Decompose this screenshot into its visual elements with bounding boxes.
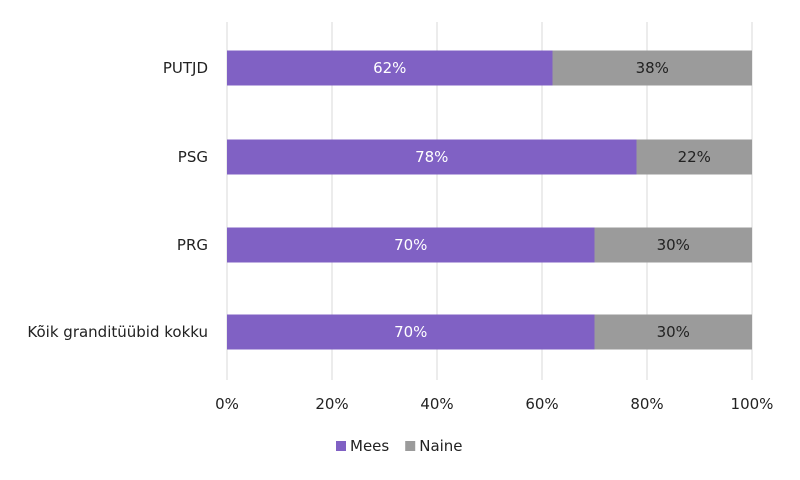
- category-labels: PUTJD PSG PRG Kõik granditüübid kokku: [27, 59, 208, 341]
- category-label: PRG: [177, 236, 208, 254]
- legend-label: Naine: [419, 437, 462, 455]
- data-label: 70%: [394, 236, 427, 254]
- bars: 62% 38% 78% 22% 70% 30% 70% 30%: [227, 50, 752, 350]
- x-tick-label: 100%: [731, 395, 774, 413]
- category-label: Kõik granditüübid kokku: [27, 323, 208, 341]
- data-label: 30%: [657, 323, 690, 341]
- legend: Mees Naine: [336, 437, 463, 455]
- x-tick-label: 40%: [420, 395, 453, 413]
- bar-segment-naine: [636, 139, 752, 175]
- data-label: 78%: [415, 148, 448, 166]
- category-label: PUTJD: [163, 59, 208, 77]
- legend-swatch-naine: [405, 441, 416, 451]
- bar-segment-naine: [552, 50, 752, 86]
- bar-segment-naine: [594, 227, 752, 263]
- bar-segment-mees: [227, 314, 595, 350]
- category-label: PSG: [178, 148, 208, 166]
- x-tick-label: 60%: [525, 395, 558, 413]
- data-label: 30%: [657, 236, 690, 254]
- x-axis-tick-labels: 0% 20% 40% 60% 80% 100%: [215, 395, 773, 413]
- legend-swatch-mees: [336, 441, 346, 451]
- data-label: 38%: [636, 59, 669, 77]
- data-label: 70%: [394, 323, 427, 341]
- bar-segment-naine: [594, 314, 752, 350]
- x-tick-label: 0%: [215, 395, 239, 413]
- x-tick-label: 80%: [630, 395, 663, 413]
- legend-label: Mees: [350, 437, 389, 455]
- bar-segment-mees: [227, 139, 637, 175]
- data-label: 62%: [373, 59, 406, 77]
- bar-segment-mees: [227, 50, 553, 86]
- bar-segment-mees: [227, 227, 595, 263]
- data-label: 22%: [678, 148, 711, 166]
- x-tick-label: 20%: [315, 395, 348, 413]
